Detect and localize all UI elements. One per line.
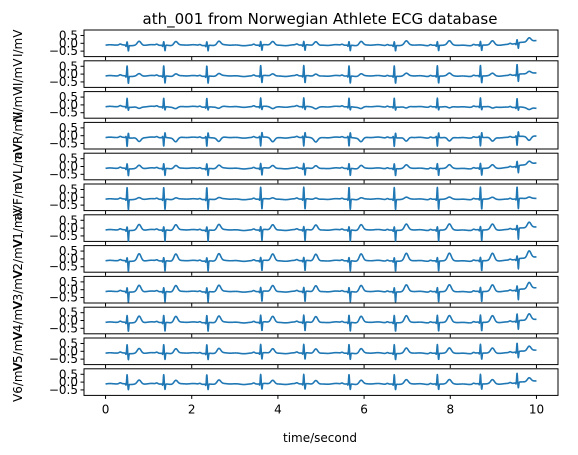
y-axis-label: I/mV xyxy=(11,29,25,57)
y-axis-label: V5/mV xyxy=(11,331,25,372)
x-axis-label: time/second xyxy=(283,431,357,445)
panel-frame xyxy=(83,91,559,119)
y-axis-label: V4/mV xyxy=(11,300,25,341)
y-tick-label: 0.5 xyxy=(59,275,78,289)
ecg-trace xyxy=(104,250,538,272)
y-tick-label: 0.5 xyxy=(59,336,78,350)
y-axis-label: V1/mV xyxy=(11,207,25,248)
y-tick-label: 0.5 xyxy=(59,244,78,258)
y-axis-label: V2/mV xyxy=(11,238,25,279)
ecg-trace xyxy=(104,131,538,148)
chart-title: ath_001 from Norwegian Athlete ECG datab… xyxy=(143,10,498,29)
lead-panel: 0.50.0−0.5 aVF/mV xyxy=(11,173,559,221)
ecg-trace xyxy=(104,281,538,303)
lead-panel: 0.50.0−0.5 V5/mV xyxy=(11,331,559,372)
panel-frame xyxy=(83,306,559,335)
y-tick-label: 0.5 xyxy=(59,121,78,135)
y-tick-label: 0.0 xyxy=(59,98,78,112)
lead-panel: 0.50.0−0.5 V1/mV xyxy=(11,207,559,248)
x-tick-label: 6 xyxy=(360,402,368,416)
lead-panel: 0.50.0−0.5 I/mV xyxy=(11,28,559,61)
ecg-trace xyxy=(104,342,538,361)
ecg-trace xyxy=(104,63,538,84)
lead-panel: 0.50.0−0.5 aVR/mV xyxy=(11,111,559,160)
panel-frame xyxy=(83,337,559,366)
y-tick-label: −0.5 xyxy=(49,198,78,212)
x-tick-label: 0 xyxy=(102,402,110,416)
y-tick-label: 0.5 xyxy=(59,213,78,227)
panel-frame xyxy=(83,183,559,212)
y-tick-label: 0.5 xyxy=(59,182,78,196)
y-tick-label: −0.5 xyxy=(49,383,78,397)
y-tick-label: 0.5 xyxy=(59,152,78,166)
lead-panels: 0.50.0−0.5I/mV0.50.0−0.5II/mV0.50.0−0.5I… xyxy=(11,28,559,402)
y-tick-label: 0.0 xyxy=(59,190,78,204)
panel-frame xyxy=(83,275,559,304)
x-tick-label: 2 xyxy=(188,402,196,416)
y-axis-label: aVL/mV xyxy=(11,143,25,190)
x-axis: 0 2 4 6 8 10 xyxy=(102,402,544,416)
y-axis-label: III/mV xyxy=(11,87,25,122)
panel-frame xyxy=(83,60,559,88)
y-tick-label: 0.0 xyxy=(59,314,78,328)
y-tick-label: −0.5 xyxy=(49,321,78,335)
lead-panel: 0.50.0−0.5 V2/mV xyxy=(11,238,559,279)
panel-frame xyxy=(83,245,559,273)
ecg-trace xyxy=(104,160,538,177)
panel-frame xyxy=(83,152,559,181)
lead-panel: 0.50.0−0.5 V6/mV xyxy=(11,361,559,402)
y-tick-label: 0.0 xyxy=(59,36,78,50)
panel-frame xyxy=(83,368,559,396)
y-tick-label: −0.5 xyxy=(49,106,78,120)
y-tick-label: 0.5 xyxy=(59,367,78,381)
y-axis-label: II/mV xyxy=(11,58,25,90)
x-tick-label: 10 xyxy=(529,402,544,416)
lead-panel: 0.50.0−0.5 aVL/mV xyxy=(11,143,559,190)
ecg-trace xyxy=(104,372,538,391)
ecg-trace xyxy=(104,221,538,242)
y-tick-label: 0.0 xyxy=(59,375,78,389)
y-tick-label: 0.0 xyxy=(59,221,78,235)
panel-frame xyxy=(83,214,559,242)
y-tick-label: 0.5 xyxy=(59,28,78,42)
y-tick-label: −0.5 xyxy=(49,260,78,274)
y-tick-label: −0.5 xyxy=(49,75,78,89)
y-tick-label: 0.0 xyxy=(59,252,78,266)
y-axis-label: aVR/mV xyxy=(11,111,25,160)
x-tick-label: 4 xyxy=(274,402,282,416)
lead-panel: 0.50.0−0.5 III/mV xyxy=(11,87,559,122)
x-tick-label: 8 xyxy=(446,402,454,416)
y-tick-label: 0.5 xyxy=(59,306,78,320)
y-axis-label: V6/mV xyxy=(11,361,25,402)
panel-frame xyxy=(83,29,559,58)
y-tick-label: −0.5 xyxy=(49,137,78,151)
y-tick-label: 0.5 xyxy=(59,59,78,73)
ecg-trace xyxy=(104,97,538,111)
y-axis-label: aVF/mV xyxy=(11,173,25,220)
ecg-trace xyxy=(104,186,538,211)
y-axis-label: V3/mV xyxy=(11,269,25,310)
y-tick-label: 0.0 xyxy=(59,160,78,174)
ecg-trace xyxy=(104,313,538,332)
y-tick-label: 0.0 xyxy=(59,67,78,81)
y-tick-label: −0.5 xyxy=(49,167,78,181)
panel-frame xyxy=(83,121,559,150)
y-tick-label: 0.0 xyxy=(59,344,78,358)
lead-panel: 0.50.0−0.5 II/mV xyxy=(11,58,559,91)
y-tick-label: −0.5 xyxy=(49,229,78,243)
y-tick-label: −0.5 xyxy=(49,291,78,305)
lead-panel: 0.50.0−0.5 V3/mV xyxy=(11,269,559,310)
y-tick-label: 0.5 xyxy=(59,90,78,104)
y-tick-label: −0.5 xyxy=(49,352,78,366)
y-tick-label: 0.0 xyxy=(59,129,78,143)
lead-panel: 0.50.0−0.5 V4/mV xyxy=(11,300,559,341)
y-tick-label: −0.5 xyxy=(49,44,78,58)
ecg-trace xyxy=(104,37,538,52)
y-tick-label: 0.0 xyxy=(59,283,78,297)
